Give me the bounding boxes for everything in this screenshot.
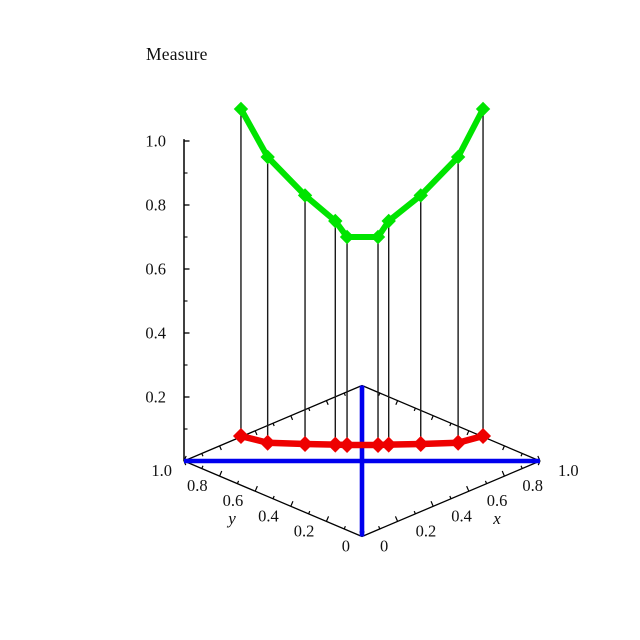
tick-mark xyxy=(466,485,470,492)
tick-mark xyxy=(394,516,399,522)
tick-mark xyxy=(395,400,399,405)
y-tick-label: 0 xyxy=(342,537,350,556)
x-tick-label: 0.4 xyxy=(451,506,472,525)
z-tick-label: 0.2 xyxy=(145,388,166,407)
y-tick-label: 0.2 xyxy=(294,521,315,540)
measure-curve-marker xyxy=(297,188,313,203)
tick-mark xyxy=(325,516,330,522)
tick-mark xyxy=(254,430,258,436)
z-tick-label: 0.8 xyxy=(145,196,166,215)
series-measure-curve xyxy=(233,101,491,245)
base-curve-marker xyxy=(380,436,397,453)
drop-lines xyxy=(240,109,484,445)
measure-curve-marker xyxy=(475,101,491,117)
base-curve-line xyxy=(240,432,484,449)
z-tick-label: 1.0 xyxy=(145,132,166,151)
base-curve-marker xyxy=(370,437,387,453)
tick-mark xyxy=(325,400,329,405)
base-curve-marker xyxy=(327,436,344,453)
x-tick-label: 0.8 xyxy=(522,476,543,495)
tick-mark xyxy=(466,430,470,436)
tick-mark xyxy=(449,495,452,499)
y-tick-label: 0.8 xyxy=(187,476,208,495)
tick-mark xyxy=(430,415,434,421)
base-curve-marker xyxy=(412,436,429,453)
z-tick-label: 0.6 xyxy=(145,260,166,279)
tick-mark xyxy=(254,485,258,492)
tick-mark xyxy=(413,407,416,412)
measure-curve-marker xyxy=(413,188,428,203)
base-curve-marker xyxy=(232,428,249,445)
tick-mark xyxy=(343,392,346,397)
series-base-curve xyxy=(232,428,492,453)
measure-curve-marker xyxy=(233,101,249,117)
measure-curve-marker xyxy=(370,229,386,245)
tick-mark xyxy=(290,415,294,421)
measure-curve-marker xyxy=(450,149,466,165)
tick-mark xyxy=(502,445,505,451)
reference-lines xyxy=(184,385,540,537)
base-curve-marker xyxy=(450,434,467,451)
tick-mark xyxy=(236,480,240,484)
measure-curve-marker xyxy=(339,229,355,245)
tick-mark xyxy=(219,470,223,477)
chart-title: Measure xyxy=(146,44,208,64)
tick-mark xyxy=(290,501,294,507)
tick-mark xyxy=(378,392,381,397)
tick-mark xyxy=(501,470,505,477)
tick-mark xyxy=(430,501,434,507)
measure-curve-marker xyxy=(260,149,275,165)
measure-curve-marker xyxy=(328,213,343,229)
tick-mark xyxy=(520,465,523,469)
x-tick-label: 1.0 xyxy=(558,461,579,480)
tick-mark xyxy=(272,495,275,499)
tick-mark xyxy=(308,407,311,412)
tick-mark xyxy=(219,445,222,451)
tick-mark xyxy=(378,525,381,530)
x-axis-label: x xyxy=(492,509,501,528)
axis-tick-labels: 0 0.2 0.4 0.6 0.8 1.0 0 0.2 0.4 0.6 0.8 1.0 y x xyxy=(151,461,578,556)
y-tick-label: 0.6 xyxy=(223,491,244,510)
y-tick-label: 0.4 xyxy=(258,506,279,525)
tick-mark xyxy=(201,453,204,457)
tick-mark xyxy=(308,510,311,515)
base-curve-marker xyxy=(259,434,276,451)
base-curve-marker xyxy=(339,437,356,453)
z-tick-label: 0.4 xyxy=(145,324,166,343)
z-axis: 0.2 0.4 0.6 0.8 1.0 xyxy=(145,132,190,461)
measure-curve-marker xyxy=(381,213,396,229)
base-curve-marker xyxy=(475,428,492,445)
tick-mark xyxy=(520,453,523,457)
tick-mark xyxy=(201,465,204,469)
base-curve-marker xyxy=(297,436,314,453)
tick-mark xyxy=(484,480,488,484)
tick-mark xyxy=(449,423,452,427)
y-axis-label: y xyxy=(226,509,236,528)
tick-mark xyxy=(413,510,416,515)
x-tick-label: 0 xyxy=(380,537,388,556)
x-tick-label: 0.2 xyxy=(416,521,437,540)
tick-mark xyxy=(343,525,346,530)
x-tick-label: 0.6 xyxy=(487,491,508,510)
measure-curve-line xyxy=(238,107,486,240)
tick-mark xyxy=(272,423,275,427)
y-tick-label: 1.0 xyxy=(151,461,172,480)
